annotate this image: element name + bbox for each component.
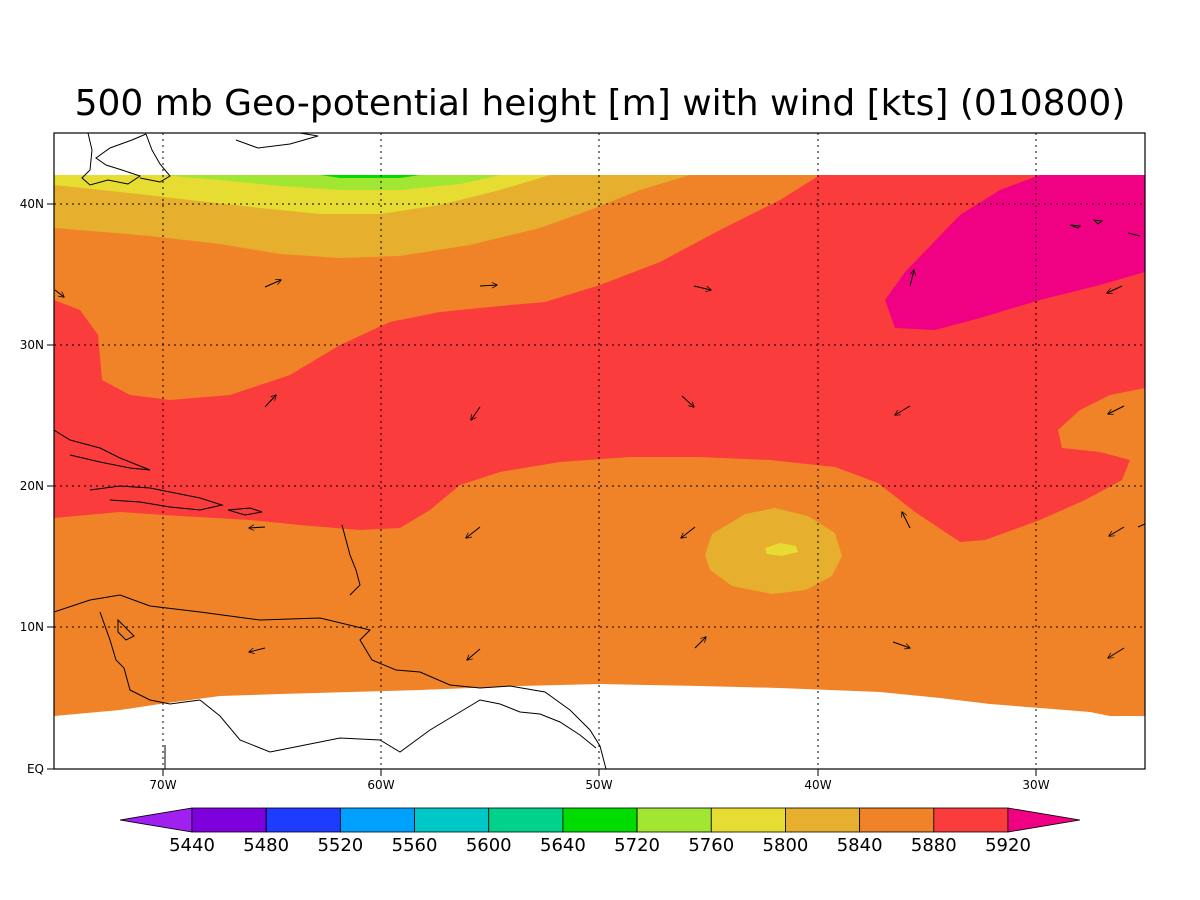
wind-arrow — [1108, 647, 1125, 658]
south-america-interior — [199, 699, 597, 753]
wind-arrow — [694, 637, 706, 649]
colorbar-label: 5560 — [392, 835, 438, 856]
coastlines — [54, 133, 1145, 769]
colorbar-swatch — [414, 807, 490, 833]
wind-arrow — [1107, 285, 1123, 293]
colorbar-label: 5880 — [911, 835, 957, 856]
new-england-coast — [139, 133, 171, 183]
contour-band-5720 — [160, 175, 500, 190]
colorbar-swatch — [933, 807, 1009, 833]
wind-arrow — [1108, 405, 1125, 414]
hispaniola-coast — [89, 485, 224, 511]
contour-band-5800-cell — [765, 543, 798, 556]
colorbar-label: 5520 — [317, 835, 363, 856]
y-tick-label: 40N — [20, 197, 44, 211]
contour-band-5880 — [54, 175, 1145, 542]
wind-arrow — [1109, 526, 1125, 536]
wind-vectors — [54, 270, 1125, 660]
colorbar-label: 5920 — [985, 835, 1031, 856]
y-tick-label: 10N — [20, 620, 44, 634]
colorbar-swatch — [785, 807, 861, 833]
colorbar-swatch — [710, 807, 786, 833]
colorbar-swatch — [488, 807, 564, 833]
puerto-rico-coast — [227, 507, 263, 516]
colorbar-label: 5720 — [614, 835, 660, 856]
wind-arrow — [264, 395, 276, 408]
colorbar: 5440 5480 5520 5560 5600 5640 5720 5760 5800 5840… — [119, 807, 1081, 856]
wind-arrow — [479, 285, 497, 286]
cape-verde-islands — [1137, 523, 1145, 528]
wind-arrow — [264, 280, 281, 288]
wind-arrow — [895, 405, 911, 415]
colorbar-label: 5840 — [837, 835, 883, 856]
colorbar-extend-high — [1007, 807, 1081, 833]
colorbar-swatch — [339, 807, 415, 833]
south-america-coast — [54, 594, 607, 769]
azores-islands — [1069, 219, 1141, 237]
wind-arrow — [902, 512, 911, 529]
wind-arrow — [466, 526, 481, 538]
colorbar-swatch — [562, 807, 638, 833]
colorbar-label: 5480 — [243, 835, 289, 856]
colorbar-swatch — [191, 807, 267, 833]
north-america-coast — [81, 133, 147, 186]
colorbar-swatch — [265, 807, 341, 833]
wind-arrow — [909, 270, 914, 287]
contour-band-5920 — [885, 175, 1145, 330]
y-tick-label: 30N — [20, 338, 44, 352]
x-tick-label: 40W — [804, 778, 831, 792]
colorbar-extend-low — [119, 807, 193, 833]
x-tick-label: 60W — [367, 778, 394, 792]
wind-arrow — [471, 406, 481, 420]
wind-arrow — [892, 641, 910, 648]
colorbar-swatch — [859, 807, 935, 833]
colorbar-label: 5600 — [466, 835, 512, 856]
x-tick-label: 30W — [1022, 778, 1049, 792]
wind-arrow — [681, 526, 696, 538]
wind-arrow — [249, 647, 266, 652]
cuba-coast — [54, 429, 151, 471]
gridlines — [54, 133, 1145, 769]
colorbar-swatch — [636, 807, 712, 833]
y-tick-label: 20N — [20, 479, 44, 493]
y-tick-labels: EQ 10N 20N 30N 40N — [20, 197, 44, 776]
chart-title: 500 mb Geo-potential height [m] with win… — [75, 83, 1126, 124]
colorbar-label: 5800 — [763, 835, 809, 856]
nova-scotia-coast — [235, 133, 319, 149]
venezuela-interior — [99, 611, 201, 705]
wind-arrow — [467, 648, 481, 660]
colorbar-label: 5760 — [688, 835, 734, 856]
colorbar-label: 5440 — [169, 835, 215, 856]
wind-arrow — [681, 395, 694, 407]
x-tick-labels: 70W 60W 50W 40W 30W — [149, 778, 1049, 792]
wind-arrow — [693, 285, 711, 290]
tick-marks — [47, 203, 1037, 776]
x-tick-label: 50W — [585, 778, 612, 792]
map-plot-area — [54, 133, 1145, 769]
x-tick-label: 70W — [149, 778, 176, 792]
wind-arrow — [249, 527, 266, 528]
lesser-antilles — [341, 524, 361, 596]
contour-band-5640 — [320, 175, 420, 178]
maracaibo-lake — [117, 618, 135, 641]
colorbar-label: 5640 — [540, 835, 586, 856]
wind-arrow — [54, 289, 64, 297]
y-tick-label: EQ — [27, 762, 44, 776]
